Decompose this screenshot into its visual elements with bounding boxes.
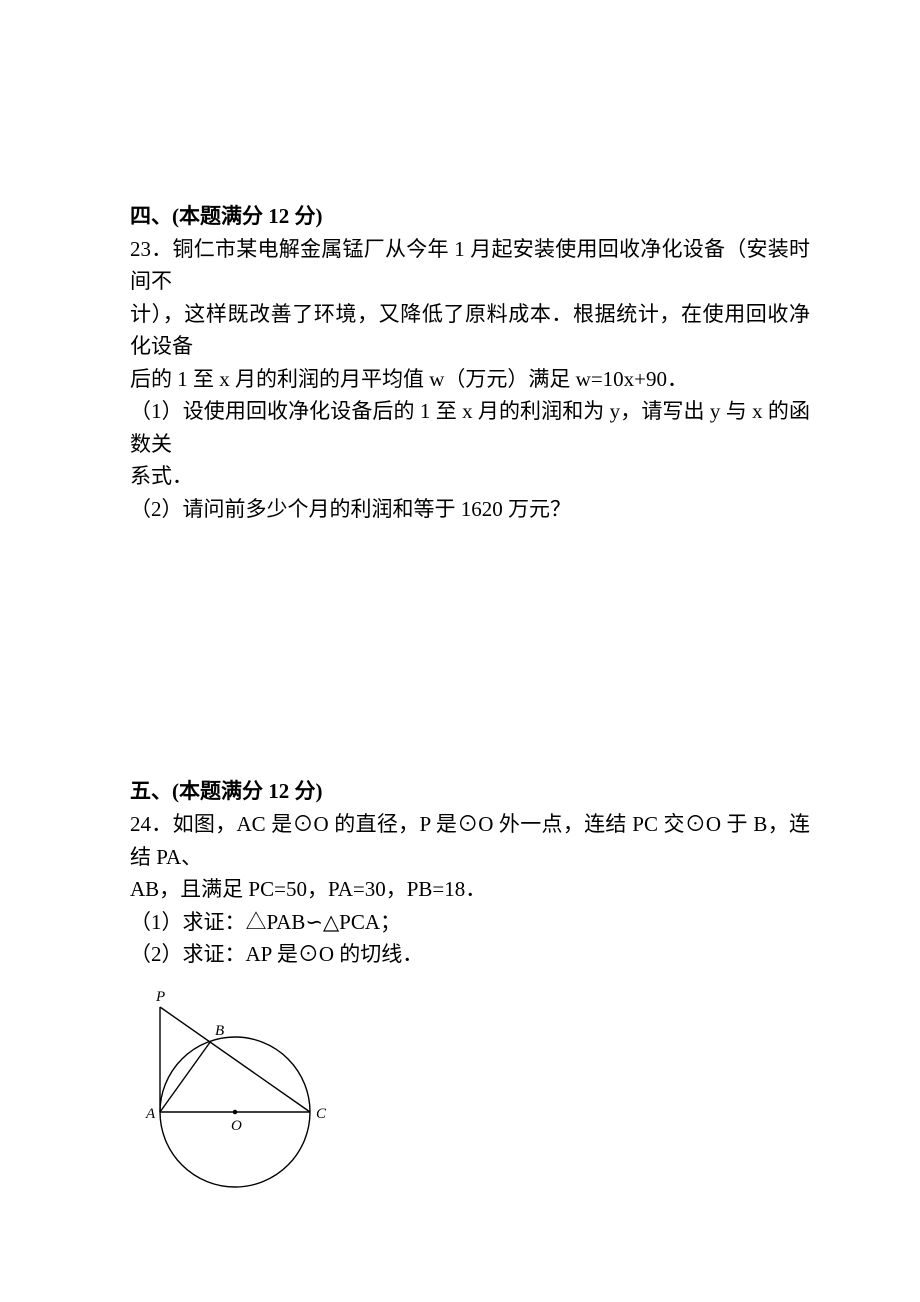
q24-text-l1: 如图，AC 是⊙O 的直径，P 是⊙O 外一点，连结 PC 交⊙O 于 B，连结…: [130, 812, 810, 869]
q23-sub2: （2）请问前多少个月的利润和等于 1620 万元？: [130, 493, 810, 526]
svg-text:O: O: [231, 1118, 242, 1134]
svg-text:A: A: [145, 1106, 156, 1122]
q23-sub1-l2: 系式．: [130, 460, 810, 493]
svg-text:P: P: [155, 989, 165, 1005]
geometry-figure: A C O P B: [130, 977, 340, 1192]
section-4-heading: 四、(本题满分 12 分): [130, 200, 810, 233]
q23-number: 23．: [130, 237, 173, 261]
exam-page: 四、(本题满分 12 分) 23．铜仁市某电解金属锰厂从今年 1 月起安装使用回…: [0, 0, 920, 1302]
q23-line: 23．铜仁市某电解金属锰厂从今年 1 月起安装使用回收净化设备（安装时间不: [130, 233, 810, 298]
q24-diagram: A C O P B: [130, 977, 810, 1192]
q24-sub1: （1）求证：△PAB∽△PCA；: [130, 906, 810, 939]
q24-text-l2: AB，且满足 PC=50，PA=30，PB=18．: [130, 873, 810, 906]
svg-text:B: B: [215, 1023, 224, 1039]
q24-number: 24．: [130, 812, 173, 836]
section-5-heading: 五、(本题满分 12 分): [130, 775, 810, 808]
q24-line: 24．如图，AC 是⊙O 的直径，P 是⊙O 外一点，连结 PC 交⊙O 于 B…: [130, 808, 810, 873]
svg-text:C: C: [316, 1106, 327, 1122]
q23-sub1-l1: （1）设使用回收净化设备后的 1 至 x 月的利润和为 y，请写出 y 与 x …: [130, 395, 810, 460]
answer-space-q23: [130, 525, 810, 775]
q24-sub2: （2）求证：AP 是⊙O 的切线．: [130, 938, 810, 971]
q23-text-l3: 后的 1 至 x 月的利润的月平均值 w（万元）满足 w=10x+90．: [130, 363, 810, 396]
q23-text-l1: 铜仁市某电解金属锰厂从今年 1 月起安装使用回收净化设备（安装时间不: [130, 237, 810, 294]
q23-text-l2: 计），这样既改善了环境，又降低了原料成本．根据统计，在使用回收净化设备: [130, 298, 810, 363]
